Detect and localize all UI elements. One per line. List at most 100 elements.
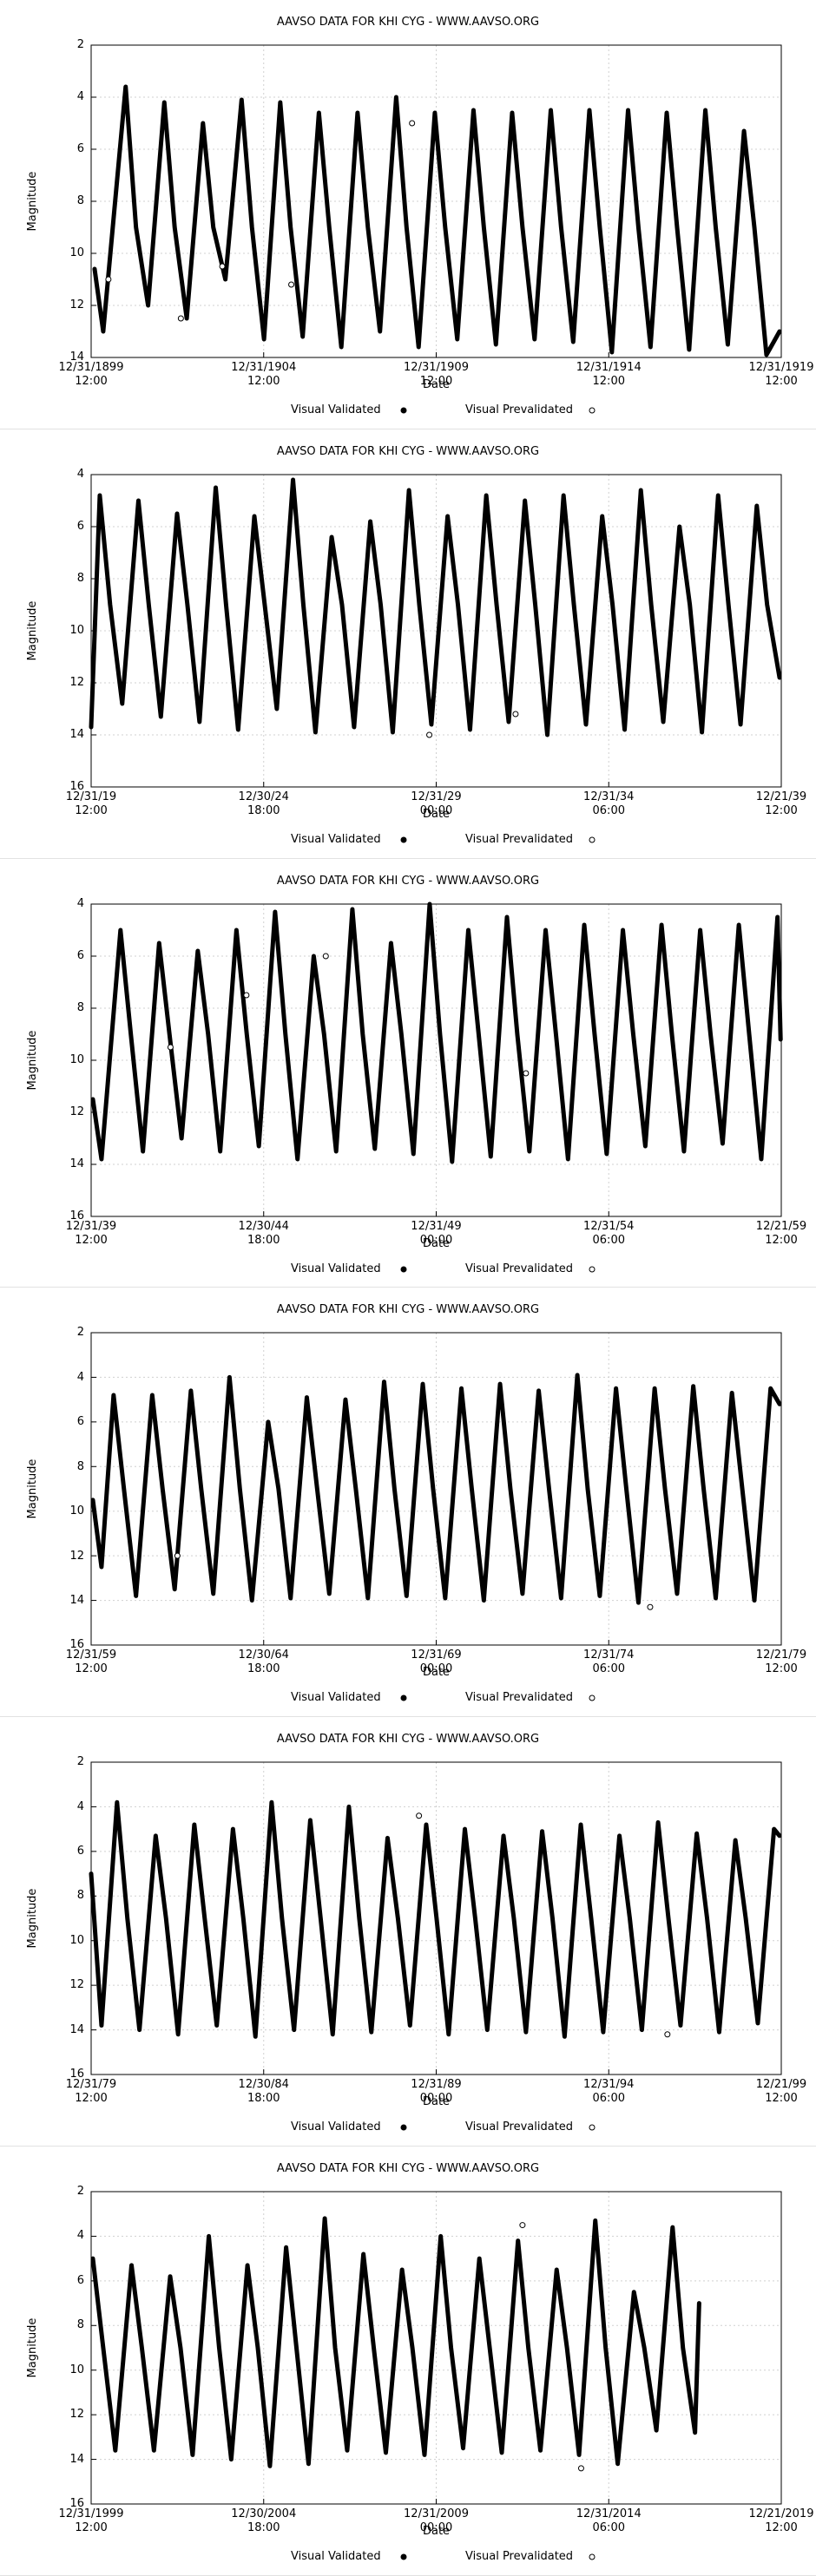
data-point [177,315,184,322]
legend-label: Visual Validated [291,403,381,416]
y-tick-label: 10 [69,1052,84,1066]
y-tick-label: 8 [76,571,84,585]
chart-title: AAVSO DATA FOR KHI CYG - WWW.AAVSO.ORG [276,1733,540,1747]
y-tick-label: 12 [69,1978,84,1992]
legend-label: Visual Validated [291,1691,381,1705]
plot-frame [90,2191,782,2505]
data-point [167,1044,174,1051]
y-tick-label: 10 [69,1504,84,1518]
y-tick-label: 14 [69,1593,84,1607]
legend-marker [589,1694,596,1701]
legend-label: Visual Prevalidated [465,1691,574,1705]
x-tick-label: 12/31/2014 06:00 [576,2507,642,2534]
x-axis-label: Date [422,2095,451,2109]
plot-frame [90,474,782,788]
x-tick-label: 12/31/2009 00:00 [404,2507,469,2534]
light-curve [89,1799,782,2039]
legend-marker [589,1266,596,1273]
x-tick-label: 12/31/59 12:00 [65,1649,117,1676]
chart [90,2191,782,2560]
y-tick-label: 8 [76,194,84,207]
data-point [243,992,250,999]
legend-label: Visual Validated [291,2550,381,2563]
plot-frame [90,903,782,1217]
data-point [174,1553,181,1560]
y-tick-label: 2 [76,38,84,51]
legend-marker [589,2553,596,2560]
data-point [519,2222,526,2229]
y-tick-label: 12 [69,2408,84,2422]
y-tick-label: 12 [69,675,84,689]
x-tick-label: 12/31/29 00:00 [411,790,462,817]
y-tick-label: 2 [76,2185,84,2198]
chart [90,901,783,1273]
legend-marker [400,836,407,843]
x-tick-label: 12/31/34 06:00 [583,790,635,817]
data-point [288,281,295,288]
y-tick-label: 6 [76,142,84,155]
legend-marker [589,407,596,414]
chart-title: AAVSO DATA FOR KHI CYG - WWW.AAVSO.ORG [276,2162,540,2175]
legend-label: Visual Prevalidated [465,832,574,846]
y-tick-label: 12 [69,1549,84,1563]
y-tick-label: 16 [69,2068,84,2081]
y-tick-label: 10 [69,2363,84,2376]
data-point [416,1812,423,1819]
y-tick-label: 2 [76,1326,84,1340]
x-tick-label: 12/31/19 12:00 [65,790,117,817]
x-tick-label: 12/31/1909 12:00 [404,361,469,388]
chart [89,474,782,843]
y-tick-label: 8 [76,1889,84,1903]
x-tick-label: 12/30/24 18:00 [238,790,289,817]
y-tick-label: 4 [76,896,84,910]
x-tick-label: 12/31/1899 12:00 [58,361,124,388]
y-tick-label: 4 [76,1370,84,1384]
y-tick-label: 6 [76,1415,84,1429]
legend-marker [400,2553,407,2560]
data-point [523,1070,530,1077]
y-tick-label: 6 [76,948,84,962]
data-point [219,263,226,270]
y-tick-label: 10 [69,623,84,637]
legend-marker [400,1266,407,1273]
chart-panel: AAVSO DATA FOR KHI CYG - WWW.AAVSO.ORG Ma… [0,2147,816,2576]
y-axis-label: Magnitude [26,1458,39,1519]
chart-title: AAVSO DATA FOR KHI CYG - WWW.AAVSO.ORG [276,1303,540,1317]
x-tick-label: 12/31/1904 12:00 [231,361,297,388]
y-tick-label: 16 [69,1209,84,1222]
x-tick-label: 12/31/94 06:00 [583,2078,635,2106]
y-tick-label: 6 [76,519,84,533]
y-tick-label: 4 [76,90,84,103]
x-tick-label: 12/30/64 18:00 [238,1649,289,1676]
data-point [647,1604,654,1611]
y-tick-label: 12 [69,298,84,311]
y-axis-label: Magnitude [26,2317,39,2378]
plot-frame [90,1332,782,1646]
y-tick-label: 16 [69,1638,84,1652]
plot-frame [90,44,782,358]
chart [90,44,782,414]
x-tick-label: 12/31/39 12:00 [65,1219,117,1247]
chart-title: AAVSO DATA FOR KHI CYG - WWW.AAVSO.ORG [276,16,540,29]
x-tick-label: 12/31/1919 12:00 [748,361,814,388]
x-tick-label: 12/31/69 00:00 [411,1649,462,1676]
y-tick-label: 10 [69,1933,84,1947]
data-point [664,2031,671,2038]
x-axis-label: Date [422,807,451,821]
data-point [409,120,416,127]
x-axis-label: Date [422,378,451,391]
light-curve [90,1373,782,1606]
chart-title: AAVSO DATA FOR KHI CYG - WWW.AAVSO.ORG [276,874,540,888]
x-tick-label: 12/30/84 18:00 [238,2078,289,2106]
plot-frame [90,1761,782,2075]
chart-title: AAVSO DATA FOR KHI CYG - WWW.AAVSO.ORG [276,444,540,458]
legend-label: Visual Validated [291,2120,381,2134]
y-tick-label: 12 [69,1104,84,1118]
x-tick-label: 12/21/59 12:00 [755,1219,807,1247]
data-point [512,711,519,718]
x-tick-label: 12/30/44 18:00 [238,1219,289,1247]
legend-marker [400,407,407,414]
x-tick-label: 12/31/79 12:00 [65,2078,117,2106]
x-tick-label: 12/21/2019 12:00 [748,2507,814,2534]
x-axis-label: Date [422,2525,451,2538]
